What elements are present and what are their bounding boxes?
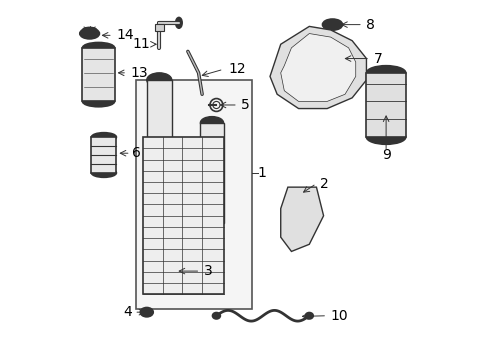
Ellipse shape <box>147 208 172 223</box>
Bar <box>92 137 117 173</box>
Ellipse shape <box>144 310 150 315</box>
Ellipse shape <box>200 217 223 229</box>
Ellipse shape <box>367 66 406 80</box>
Bar <box>367 73 406 137</box>
Text: 6: 6 <box>132 146 141 160</box>
Ellipse shape <box>171 271 176 274</box>
Ellipse shape <box>80 28 99 39</box>
Text: 4: 4 <box>123 305 132 319</box>
Ellipse shape <box>82 42 115 53</box>
Ellipse shape <box>169 270 178 275</box>
Text: 3: 3 <box>204 264 213 278</box>
Ellipse shape <box>305 312 313 319</box>
Ellipse shape <box>92 168 117 177</box>
Bar <box>200 123 223 223</box>
Ellipse shape <box>166 269 182 277</box>
Ellipse shape <box>200 117 223 129</box>
Ellipse shape <box>82 27 97 33</box>
Text: 11: 11 <box>133 37 150 51</box>
Bar <box>155 24 164 31</box>
Bar <box>82 48 115 102</box>
Ellipse shape <box>147 73 172 87</box>
Ellipse shape <box>323 19 343 30</box>
Ellipse shape <box>367 130 406 144</box>
Text: 10: 10 <box>331 309 348 323</box>
Ellipse shape <box>326 21 339 28</box>
Polygon shape <box>281 187 323 251</box>
Text: 13: 13 <box>131 66 148 80</box>
Text: 12: 12 <box>229 62 246 76</box>
Text: 9: 9 <box>382 148 391 162</box>
Bar <box>136 80 252 309</box>
Ellipse shape <box>176 18 182 28</box>
Ellipse shape <box>141 308 153 317</box>
Polygon shape <box>270 26 367 109</box>
Polygon shape <box>281 33 356 102</box>
Text: 14: 14 <box>117 28 134 42</box>
Ellipse shape <box>92 133 117 141</box>
Text: 1: 1 <box>258 166 267 180</box>
Bar <box>147 80 172 216</box>
Ellipse shape <box>82 96 115 107</box>
Text: 7: 7 <box>373 51 382 66</box>
Text: 5: 5 <box>242 98 250 112</box>
Ellipse shape <box>213 312 220 319</box>
Bar <box>143 137 223 294</box>
Text: 2: 2 <box>320 176 329 190</box>
Text: 8: 8 <box>367 18 375 32</box>
